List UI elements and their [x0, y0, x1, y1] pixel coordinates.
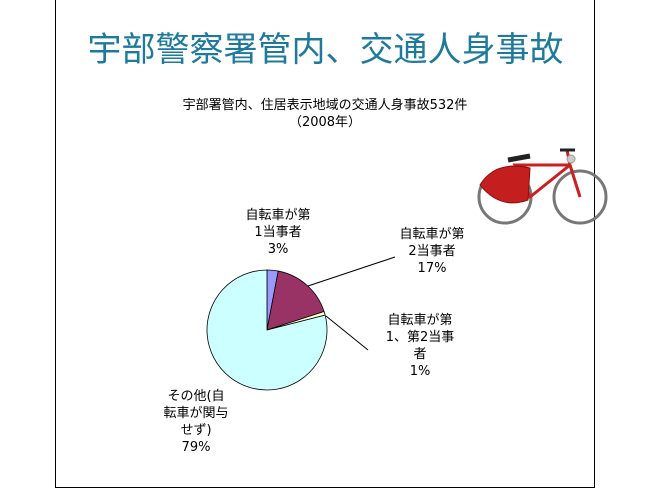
category-label: 自転車が第1、第2当事者 [385, 312, 455, 363]
leader-line [326, 316, 368, 350]
category-label: その他(自転車が関与せず) [161, 388, 231, 439]
chart [0, 0, 651, 486]
value-label: 3% [243, 241, 313, 258]
category-label: 自転車が第2当事者 [397, 226, 467, 260]
value-label: 79% [161, 439, 231, 456]
bicycle-icon [479, 150, 606, 223]
category-label: 自転車が第1当事者 [243, 207, 313, 241]
value-label: 1% [385, 363, 455, 380]
value-label: 17% [397, 260, 467, 277]
page: {"page_title": "宇部警察署管内、交通人身事故", "chart_… [0, 0, 651, 486]
slice-label: その他(自転車が関与せず)79% [161, 388, 231, 456]
leader-line [305, 257, 395, 287]
